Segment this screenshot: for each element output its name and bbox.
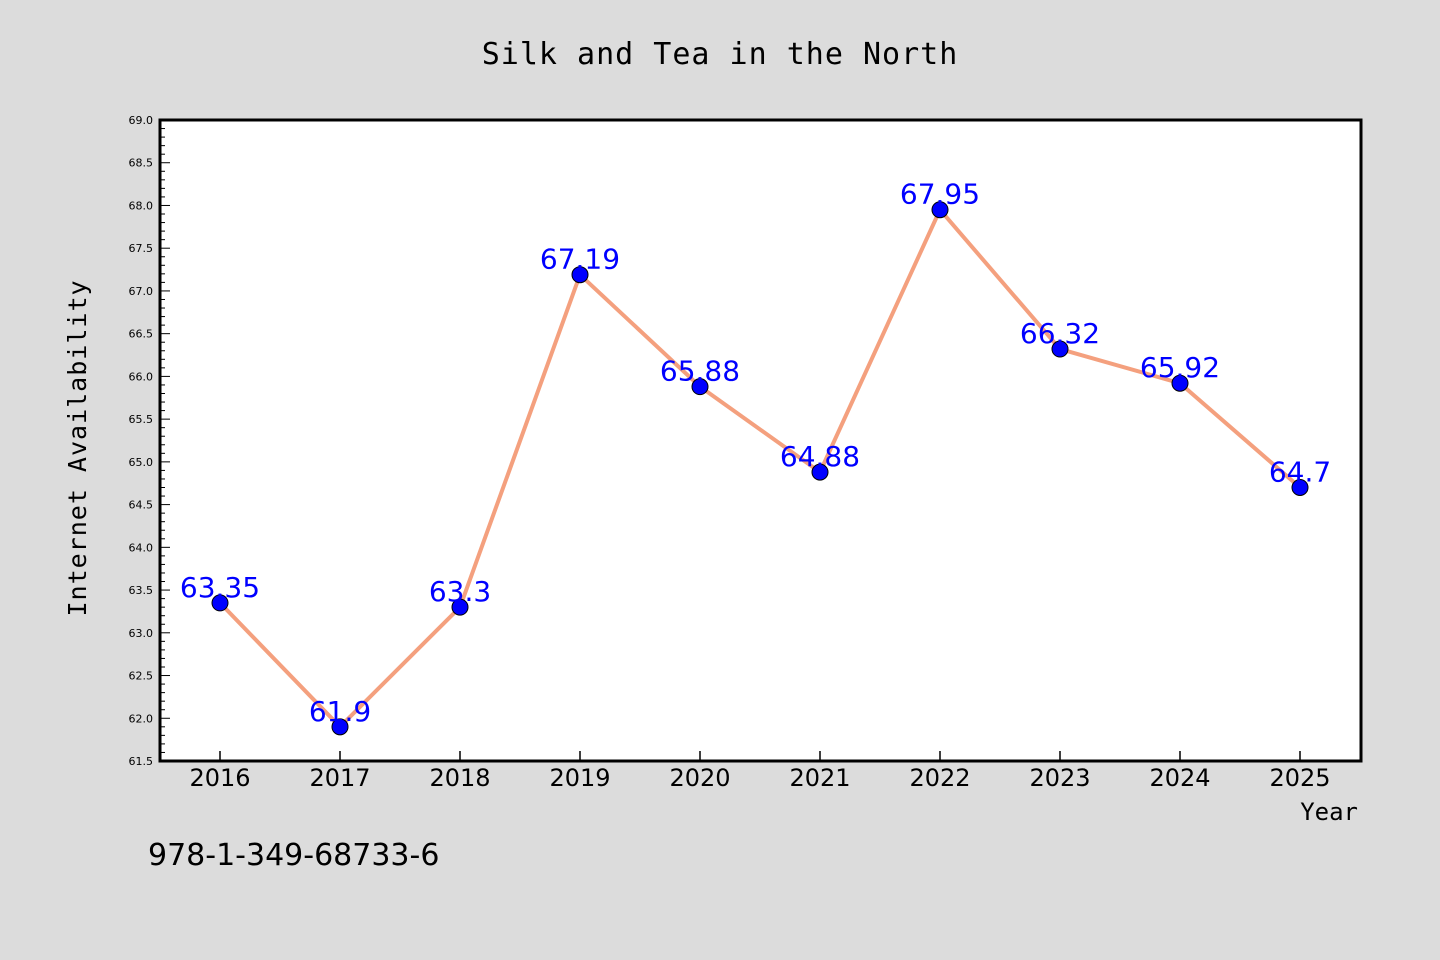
y-tick-label: 69.0 — [129, 114, 154, 127]
x-tick-label: 2016 — [189, 764, 250, 792]
x-tick-label: 2025 — [1269, 764, 1330, 792]
data-label: 64.88 — [780, 440, 860, 473]
data-point — [451, 598, 469, 616]
data-point — [331, 718, 349, 736]
y-tick-label: 62.0 — [129, 712, 154, 725]
data-label: 66.32 — [1020, 317, 1100, 350]
y-axis-label: Internet Availability — [63, 279, 92, 616]
y-tick-label: 65.0 — [129, 456, 154, 469]
x-tick-label: 2020 — [669, 764, 730, 792]
x-tick-label: 2024 — [1149, 764, 1210, 792]
y-tick-label: 64.5 — [129, 499, 154, 512]
y-tick-label: 66.0 — [129, 370, 154, 383]
y-tick-label: 62.5 — [129, 670, 154, 683]
x-tick-label: 2022 — [909, 764, 970, 792]
data-label: 65.88 — [660, 355, 740, 388]
y-tick-label: 63.0 — [129, 627, 154, 640]
x-tick-label: 2023 — [1029, 764, 1090, 792]
data-label: 65.92 — [1140, 351, 1220, 384]
data-point — [211, 594, 229, 612]
data-point — [571, 266, 589, 284]
series-line — [218, 207, 1302, 729]
data-label: 63.3 — [429, 575, 491, 608]
y-tick-label: 61.5 — [129, 755, 154, 768]
y-tick-label: 63.5 — [129, 584, 154, 597]
data-label: 67.19 — [540, 243, 620, 276]
x-tick-label: 2021 — [789, 764, 850, 792]
data-labels: 63.35 61.9 63.3 67.19 65.88 64.88 67.95 66.32 65… — [180, 178, 1331, 728]
data-point — [1051, 340, 1069, 358]
x-tick-label: 2018 — [429, 764, 490, 792]
plot-area — [160, 120, 1361, 761]
y-tick-label: 65.5 — [129, 413, 154, 426]
data-point — [931, 201, 949, 219]
data-label: 67.95 — [900, 178, 980, 211]
y-tick-label: 67.0 — [129, 285, 154, 298]
data-point — [1291, 479, 1309, 497]
data-label: 61.9 — [309, 695, 371, 728]
y-tick-label: 64.0 — [129, 541, 154, 554]
data-point — [811, 463, 829, 481]
x-axis-label: Year — [1300, 798, 1358, 826]
data-label: 64.7 — [1269, 456, 1331, 489]
data-point — [1171, 374, 1189, 392]
isbn-text: 978-1-349-68733-6 — [148, 838, 439, 873]
y-tick-label: 68.5 — [129, 157, 154, 170]
series-markers — [211, 201, 1309, 736]
y-tick-label: 68.0 — [129, 199, 154, 212]
data-point — [691, 378, 709, 396]
x-tick-label: 2017 — [309, 764, 370, 792]
chart-title: Silk and Tea in the North — [482, 37, 959, 72]
y-tick-label: 67.5 — [129, 242, 154, 255]
x-axis: 2016 2017 2018 2019 2020 2021 2022 2023 2024 2025 — [189, 751, 1331, 792]
x-tick-label: 2019 — [549, 764, 610, 792]
y-tick-label: 66.5 — [129, 328, 154, 341]
plot-frame — [158, 118, 1363, 763]
data-label: 63.35 — [180, 571, 260, 604]
